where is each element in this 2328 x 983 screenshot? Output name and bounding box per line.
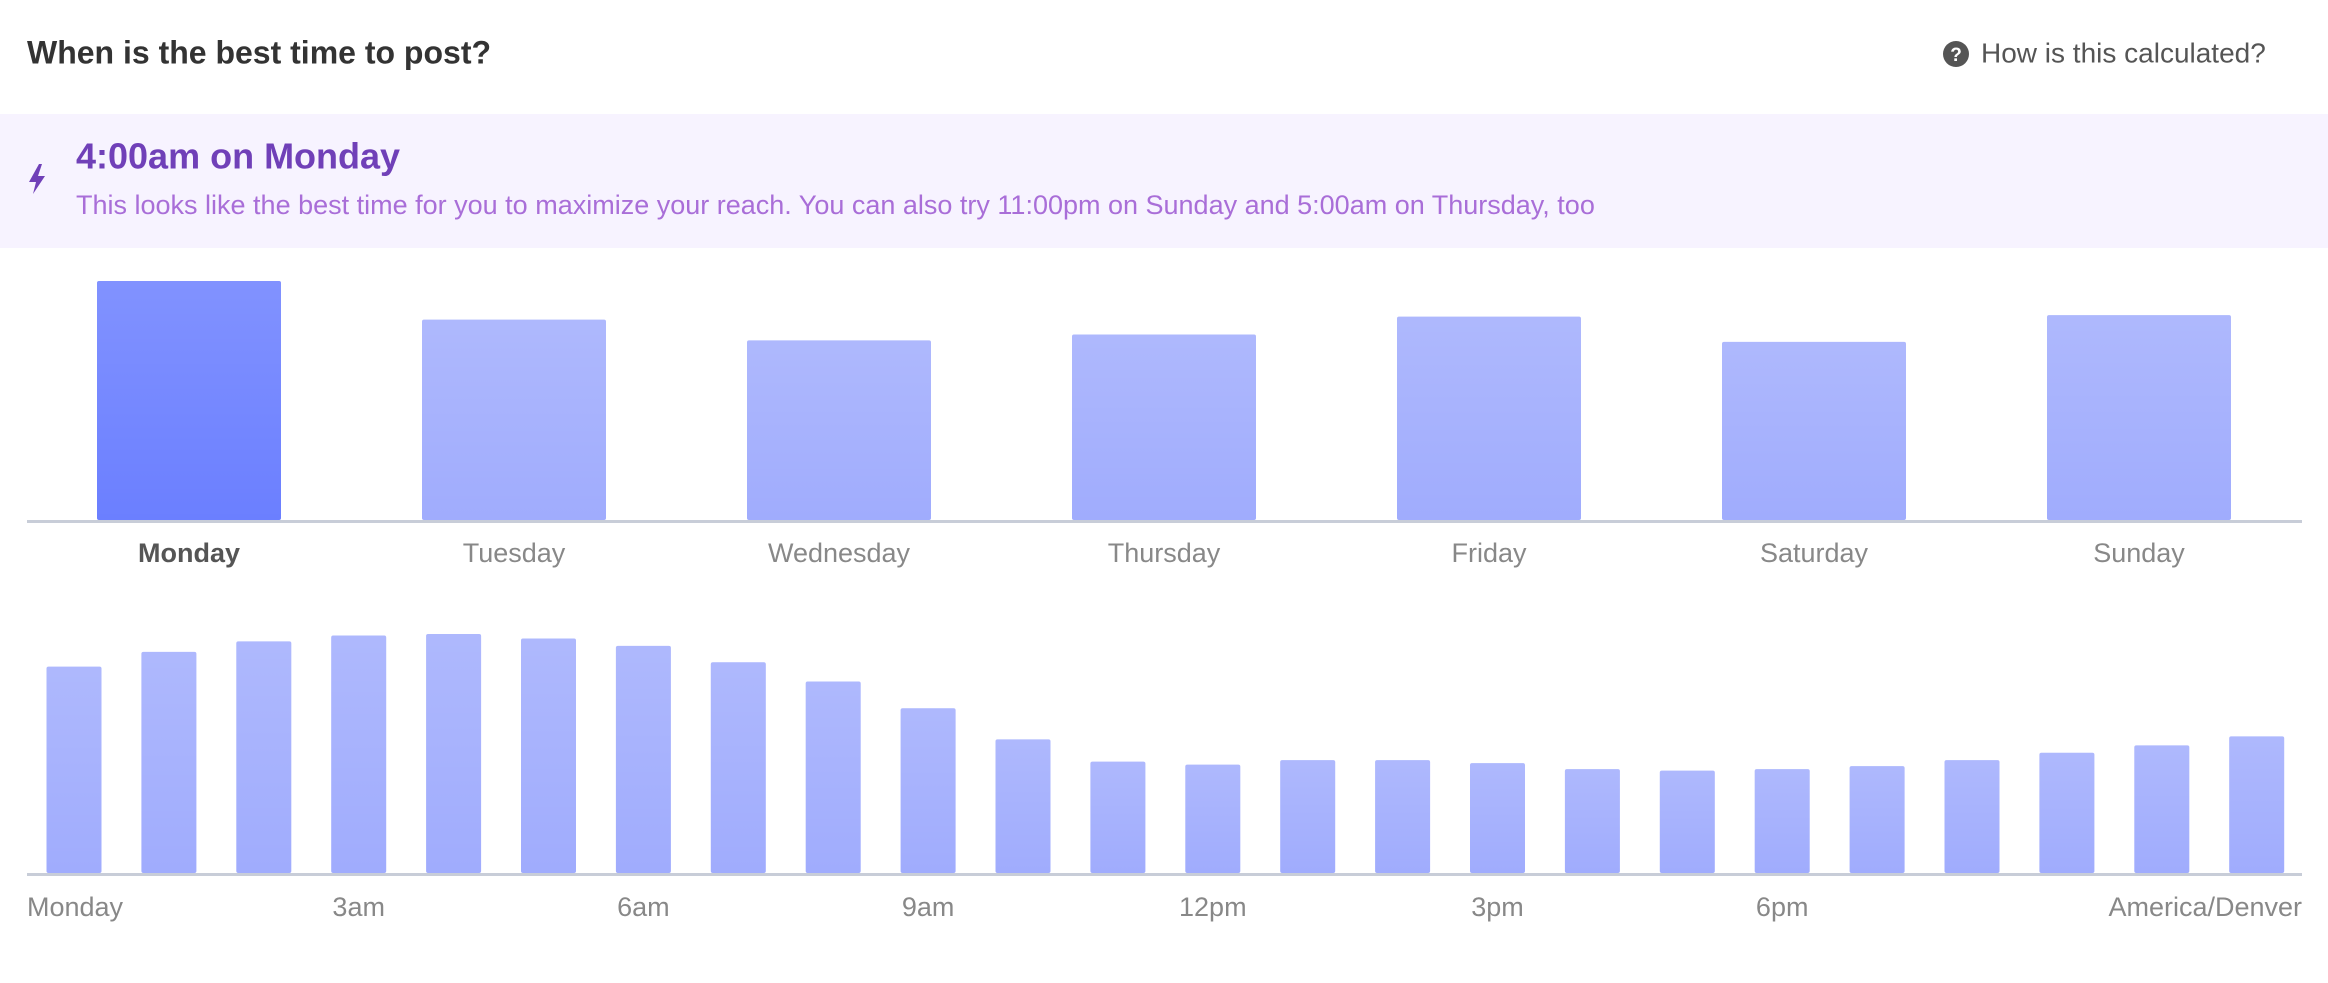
bar-sheen: [1659, 770, 1715, 873]
bar-sheen: [2134, 745, 2190, 873]
x-tick-label: Wednesday: [768, 538, 911, 568]
bar-sheen: [1375, 760, 1431, 873]
x-tick-label: Tuesday: [463, 538, 566, 568]
bar-sheen: [2229, 736, 2285, 873]
x-tick-label: Sunday: [2093, 538, 2185, 568]
bar-sheen: [1280, 760, 1336, 873]
bar-sheen: [426, 634, 482, 873]
x-tick-label: 3am: [332, 892, 385, 922]
bar-sheen: [1072, 334, 1256, 520]
x-tick-label: 6am: [617, 892, 670, 922]
bar-sheen: [331, 635, 387, 873]
bar-sheen: [1849, 766, 1905, 873]
bar-sheen: [995, 739, 1051, 873]
bar-sheen: [710, 662, 766, 873]
x-tick-label: 9am: [902, 892, 955, 922]
bar-sheen: [2039, 752, 2095, 873]
bar-sheen: [2047, 315, 2231, 520]
bar-sheen: [1564, 769, 1620, 873]
x-tick-label: Friday: [1451, 538, 1527, 568]
bolt-icon: [29, 164, 45, 194]
bar-sheen: [1944, 760, 2000, 873]
bar-sheen: [422, 319, 606, 520]
x-tick-label: 12pm: [1179, 892, 1247, 922]
bar-sheen: [615, 645, 671, 873]
bar-sheen: [1470, 763, 1525, 873]
x-tick-label: Monday: [138, 538, 240, 568]
bar-sheen: [1185, 764, 1241, 873]
highlight-title: 4:00am on Monday: [76, 136, 400, 177]
bar-sheen: [97, 281, 281, 520]
bar-sheen: [747, 340, 931, 520]
help-icon: [1943, 41, 1969, 67]
bar-sheen: [1722, 341, 1906, 520]
x-tick-label: Saturday: [1760, 538, 1869, 568]
bar-sheen: [46, 666, 102, 873]
x-tick-label: Thursday: [1108, 538, 1221, 568]
bar-sheen: [1754, 769, 1810, 873]
bar-sheen: [141, 651, 197, 873]
bar-sheen: [1090, 761, 1146, 873]
x-tick-label: 3pm: [1471, 892, 1524, 922]
header-title: When is the best time to post?: [27, 34, 491, 70]
bar-sheen: [236, 641, 292, 873]
x-tick-label: Monday: [27, 892, 124, 922]
x-tick-label: 6pm: [1756, 892, 1809, 922]
highlight-band: [0, 114, 2328, 248]
help-text[interactable]: How is this calculated?: [1981, 37, 2266, 68]
help-link[interactable]: ? How is this calculated?: [1943, 37, 2266, 68]
highlight-description: This looks like the best time for you to…: [76, 190, 1595, 220]
charts: Monday Tuesday Wednesday Thursday Friday Satu…: [27, 281, 2302, 922]
help-icon-glyph: ?: [1950, 45, 1962, 66]
bar-sheen: [521, 638, 576, 873]
bar-sheen: [900, 708, 956, 873]
bar-sheen: [1397, 316, 1581, 520]
bar-sheen: [805, 681, 861, 873]
timezone-label: America/Denver: [2108, 892, 2302, 922]
